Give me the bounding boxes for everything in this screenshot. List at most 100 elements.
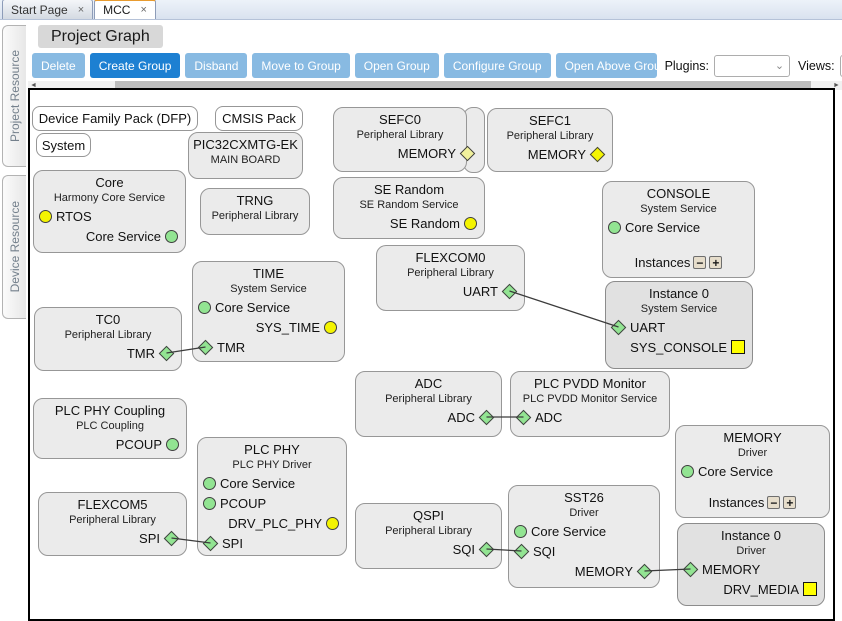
node-core[interactable]: Core Harmony Core Service RTOS Core Service (33, 170, 186, 253)
node-title: SEFC0 (379, 112, 421, 127)
circle-pin[interactable] (198, 300, 211, 314)
circle-pin[interactable] (39, 209, 52, 223)
circle-pin[interactable] (324, 320, 337, 334)
diamond-pin[interactable] (163, 530, 180, 546)
node-memory[interactable]: MEMORY Driver Core Service Instances − + (675, 425, 830, 518)
circle-pin[interactable] (681, 464, 694, 478)
circle-pin[interactable] (203, 476, 216, 490)
instances-label: Instances (634, 255, 691, 270)
node-sefc1[interactable]: SEFC1 Peripheral Library MEMORY (487, 108, 613, 172)
project-graph-canvas[interactable]: Device Family Pack (DFP) CMSIS Pack System… (28, 88, 835, 621)
sidebar-tab-project-resource[interactable]: Project Resource (2, 25, 26, 167)
pin-row: MEMORY (488, 144, 612, 164)
tab-mcc-label: MCC (103, 3, 131, 17)
close-icon[interactable]: × (77, 3, 85, 16)
close-icon[interactable]: × (140, 4, 147, 16)
disband-button[interactable]: Disband (185, 53, 248, 78)
pin-row: TMR (193, 337, 344, 357)
scroll-right-icon[interactable]: ► (833, 82, 840, 89)
tab-mcc[interactable]: MCC × (94, 0, 156, 19)
circle-pin[interactable] (326, 516, 339, 530)
sidebar-tab-device-resource[interactable]: Device Resource (2, 175, 26, 319)
circle-pin[interactable] (608, 220, 621, 234)
square-pin[interactable] (731, 340, 745, 354)
node-title: QSPI (412, 508, 445, 523)
node-dfp[interactable]: Device Family Pack (DFP) (32, 106, 198, 131)
diamond-pin[interactable] (589, 146, 606, 162)
delete-button[interactable]: Delete (32, 53, 85, 78)
node-qspi[interactable]: QSPI Peripheral Library SQI (355, 503, 502, 569)
pin-label: DRV_PLC_PHY (228, 515, 322, 531)
scrollbar-thumb[interactable] (115, 81, 811, 90)
pin-label: RTOS (56, 208, 92, 224)
diamond-pin[interactable] (515, 409, 532, 425)
open-above-group-button[interactable]: Open Above Group (555, 53, 657, 78)
node-console_inst[interactable]: Instance 0 System Service UART SYS_CONSOLE (605, 281, 753, 369)
square-pin[interactable] (803, 582, 817, 596)
diamond-pin[interactable] (478, 409, 495, 425)
pin-row: PCOUP (34, 434, 186, 454)
instances-label: Instances (708, 495, 765, 510)
circle-pin[interactable] (165, 229, 178, 243)
node-subtitle: PLC PHY Driver (232, 459, 312, 471)
node-board[interactable]: PIC32CXMTG-EK MAIN BOARD (188, 132, 303, 179)
node-serandom[interactable]: SE Random SE Random Service SE Random (333, 177, 485, 239)
move-to-group-button[interactable]: Move to Group (252, 53, 350, 78)
instances-row: Instances − + (603, 255, 754, 270)
scrollbar-track[interactable] (39, 81, 831, 90)
configure-group-button[interactable]: Configure Group (443, 53, 551, 78)
diamond-pin[interactable] (501, 283, 518, 299)
open-group-button[interactable]: Open Group (354, 53, 439, 78)
node-sefc0[interactable]: SEFC0 Peripheral Library MEMORY (333, 107, 476, 172)
node-flexcom0[interactable]: FLEXCOM0 Peripheral Library UART (376, 245, 525, 311)
horizontal-scrollbar[interactable]: ◄ ► (28, 81, 842, 90)
diamond-pin[interactable] (513, 543, 530, 559)
node-flexcom5[interactable]: FLEXCOM5 Peripheral Library SPI (38, 492, 187, 556)
circle-pin[interactable] (166, 437, 179, 451)
scroll-left-icon[interactable]: ◄ (30, 82, 37, 89)
node-title: SE Random (373, 182, 445, 197)
pin-label: TMR (217, 339, 246, 355)
circle-pin[interactable] (203, 496, 216, 510)
instances-plus-button[interactable]: + (709, 256, 723, 269)
node-plcphy[interactable]: PLC PHY PLC PHY Driver Core Service PCOUP DR… (197, 437, 347, 556)
node-coupling[interactable]: PLC PHY Coupling PLC Coupling PCOUP (33, 398, 187, 459)
diamond-pin[interactable] (158, 345, 175, 361)
views-dropdown[interactable]: Root ⌄ (839, 54, 842, 77)
node-pvdd[interactable]: PLC PVDD Monitor PLC PVDD Monitor Service… (510, 371, 670, 437)
tab-start-page[interactable]: Start Page × (2, 0, 94, 19)
instances-plus-button[interactable]: + (783, 496, 797, 509)
node-sst26[interactable]: SST26 Driver Core Service SQI MEMORY (508, 485, 660, 588)
diamond-pin[interactable] (202, 535, 219, 551)
diamond-pin[interactable] (682, 561, 699, 577)
node-tc0[interactable]: TC0 Peripheral Library TMR (34, 307, 182, 371)
pin-row: Core Service (603, 217, 754, 237)
node-subtitle: PLC PVDD Monitor Service (522, 393, 658, 405)
pin-row: SQI (356, 539, 501, 559)
diamond-pin[interactable] (478, 541, 495, 557)
node-title: SST26 (564, 490, 604, 505)
node-adc[interactable]: ADC Peripheral Library ADC (355, 371, 502, 437)
node-mem_inst[interactable]: Instance 0 Driver MEMORY DRV_MEDIA (677, 523, 825, 606)
node-time[interactable]: TIME System Service Core Service SYS_TIME TM… (192, 261, 345, 362)
diamond-pin[interactable] (636, 563, 653, 579)
pin-row: SE Random (334, 213, 484, 233)
instances-minus-button[interactable]: − (693, 256, 707, 269)
instances-minus-button[interactable]: − (767, 496, 781, 509)
pin-label: SQI (452, 541, 475, 557)
node-cmsis[interactable]: CMSIS Pack (215, 106, 303, 131)
node-trng[interactable]: TRNG Peripheral Library (200, 188, 310, 235)
pin-label: ADC (535, 409, 563, 425)
pin-label: Core Service (215, 299, 291, 315)
node-subtitle: System Service (640, 303, 718, 315)
diamond-pin[interactable] (610, 319, 627, 335)
create-group-button[interactable]: Create Group (89, 53, 181, 78)
pin-label: MEMORY (527, 146, 586, 162)
diamond-pin[interactable] (197, 339, 214, 355)
node-console[interactable]: CONSOLE System Service Core Service Instanc… (602, 181, 755, 278)
circle-pin[interactable] (514, 524, 527, 538)
node-system[interactable]: System (36, 133, 91, 157)
plugins-dropdown[interactable]: ⌄ (714, 54, 791, 77)
circle-pin[interactable] (464, 216, 477, 230)
node-subtitle: Driver (737, 447, 768, 459)
